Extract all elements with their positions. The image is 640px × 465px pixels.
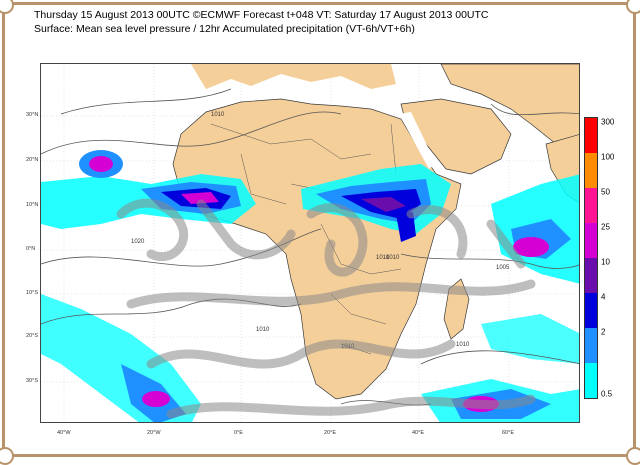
legend-tick-label: 50 (601, 187, 610, 197)
axis-tick-label: 30°N (26, 112, 39, 118)
axis-tick-label: 20°S (26, 333, 38, 339)
isobar-label: 1010 (386, 255, 400, 261)
axis-tick-label: 20°W (147, 430, 161, 436)
legend-tick-label: 300 (601, 117, 615, 127)
axis-tick-label: 40°E (412, 430, 424, 436)
frame-corner-ornament (0, 0, 14, 14)
legend-swatch (585, 118, 597, 153)
frame-corner-ornament (626, 0, 640, 14)
legend-tick-label: 2 (601, 327, 606, 337)
isobar-label: 1020 (131, 239, 145, 245)
isobar-label: 1010 (376, 255, 390, 261)
forecast-title: Thursday 15 August 2013 00UTC ©ECMWF For… (34, 9, 489, 21)
legend-tick-label: 4 (601, 292, 606, 302)
axis-tick-label: 30°S (26, 378, 38, 384)
axis-tick-label: 20°E (324, 430, 336, 436)
legend-swatch (585, 363, 597, 398)
map-canvas: 1010101010151010100510101010102010101015 (41, 64, 579, 422)
isobar-label: 1005 (496, 265, 510, 271)
isobar-label: 1010 (211, 112, 225, 118)
axis-tick-label: 10°N (26, 202, 39, 208)
axis-tick-label: 20°N (26, 157, 39, 163)
axis-tick-label: 0°E (234, 430, 243, 436)
axis-tick-label: 40°W (57, 430, 71, 436)
forecast-subtitle: Surface: Mean sea level pressure / 12hr … (34, 23, 415, 35)
axis-tick-label: 60°E (502, 430, 514, 436)
legend-swatch (585, 153, 597, 188)
isobar-label: 1010 (456, 342, 470, 348)
frame-corner-ornament (0, 447, 14, 465)
legend-swatch (585, 293, 597, 328)
map-header: Thursday 15 August 2013 00UTC ©ECMWF For… (34, 8, 594, 36)
legend-tick-label: 0.5 (601, 389, 613, 399)
legend-swatch (585, 258, 597, 293)
axis-tick-label: 0°N (26, 246, 36, 252)
precipitation-legend (584, 117, 598, 399)
axis-tick-label: 10°S (26, 290, 38, 296)
legend-tick-label: 25 (601, 222, 610, 232)
isobar-label: 1010 (341, 344, 355, 350)
weather-map: 1010101010151010100510101010102010101015 (40, 63, 580, 423)
legend-tick-label: 10 (601, 257, 610, 267)
frame-corner-ornament (626, 447, 640, 465)
legend-swatch (585, 223, 597, 258)
isobar-label: 1010 (256, 327, 270, 333)
legend-swatch (585, 188, 597, 223)
legend-tick-label: 100 (601, 152, 615, 162)
decorative-frame (2, 2, 636, 457)
legend-swatch (585, 328, 597, 363)
